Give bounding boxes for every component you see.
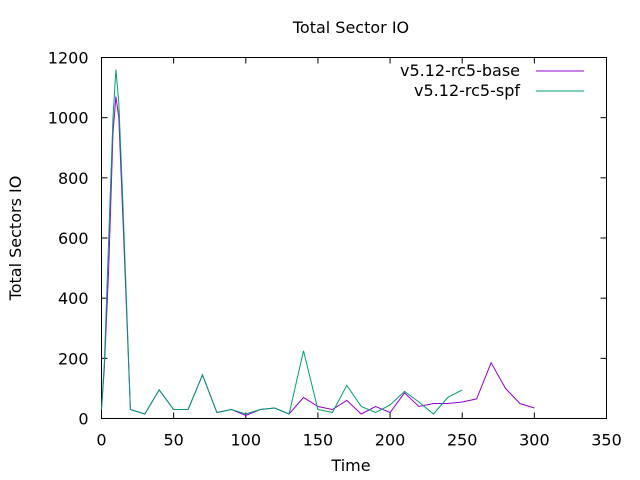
x-tick-label: 200 <box>375 431 406 450</box>
plot-frame <box>101 57 607 419</box>
chart-title: Total Sector IO <box>292 18 409 37</box>
x-tick-label: 150 <box>303 431 334 450</box>
y-tick-label: 800 <box>58 169 89 188</box>
x-axis-label: Time <box>330 456 370 475</box>
y-tick-label: 200 <box>58 349 89 368</box>
y-tick-label: 0 <box>78 410 88 429</box>
legend-label-1: v5.12-rc5-spf <box>414 81 520 100</box>
x-tick-label: 0 <box>96 431 106 450</box>
series-lines <box>101 69 535 417</box>
series-line-1 <box>101 69 463 415</box>
x-tick-label: 100 <box>231 431 262 450</box>
legend-label-0: v5.12-rc5-base <box>400 61 520 80</box>
x-tick-label: 50 <box>163 431 183 450</box>
x-tick-label: 300 <box>519 431 550 450</box>
y-tick-label: 1000 <box>48 109 89 128</box>
series-line-0 <box>101 96 535 417</box>
axis-ticks: 0 50 100 150 200 250 300 350 0 200 400 600 800 1000 12… <box>48 49 622 450</box>
x-tick-label: 250 <box>447 431 478 450</box>
y-tick-label: 600 <box>58 229 89 248</box>
y-tick-label: 400 <box>58 289 89 308</box>
x-tick-label: 350 <box>591 431 622 450</box>
y-tick-label: 1200 <box>48 49 89 68</box>
y-axis-label: Total Sectors IO <box>6 176 25 302</box>
